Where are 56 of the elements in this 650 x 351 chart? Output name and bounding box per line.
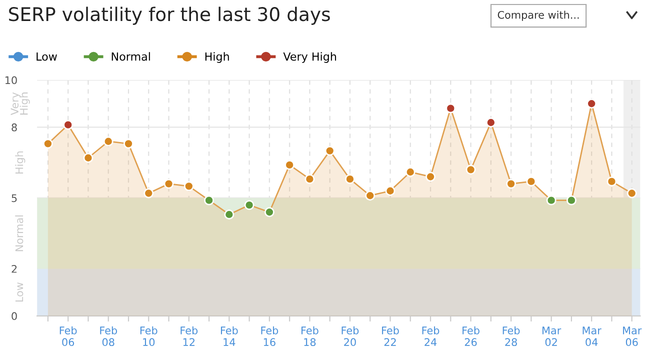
y-tick-label: 8: [12, 123, 17, 132]
point: [144, 188, 154, 198]
x-tick-label: Feb 14: [220, 326, 238, 346]
x-tick-label: Feb 20: [342, 326, 359, 346]
point: [324, 146, 335, 156]
x-tick-label: Mar 02: [542, 326, 562, 346]
point: [264, 207, 274, 218]
point: [63, 120, 74, 130]
legend-label: High: [205, 52, 229, 63]
legend-label: Low: [36, 52, 57, 61]
point: [446, 103, 456, 114]
point: [426, 172, 436, 182]
point: [164, 178, 174, 189]
point: [42, 138, 53, 149]
point: [304, 174, 315, 184]
point: [345, 174, 355, 184]
x-tick-label: Mar 06: [623, 326, 642, 346]
point: [526, 176, 536, 186]
point: [405, 167, 416, 177]
x-tick-label: Feb 06: [60, 326, 77, 346]
point: [486, 118, 496, 128]
x-tick-label: Feb 16: [261, 326, 278, 346]
point: [284, 160, 295, 170]
point: [466, 164, 476, 175]
x-tick-label: Feb 12: [180, 326, 198, 346]
y-tick-label: 5: [12, 194, 17, 202]
point: [385, 186, 396, 196]
point: [506, 178, 516, 189]
point: [586, 98, 597, 109]
legend-label: Normal: [112, 52, 150, 61]
x-tick-label: Feb 08: [100, 326, 118, 346]
point: [546, 195, 556, 206]
x-tick-label: Feb 18: [302, 326, 318, 346]
x-tick-label: Feb 26: [462, 326, 480, 346]
point: [626, 188, 637, 198]
point: [566, 195, 576, 206]
point: [204, 195, 214, 206]
point: [83, 152, 94, 163]
x-tick-label: Mar 04: [582, 326, 602, 346]
point: [244, 200, 254, 210]
x-tick-label: Feb 24: [422, 326, 440, 346]
point: [224, 210, 234, 220]
x-tick-label: Feb 22: [382, 326, 399, 346]
x-tick-label: Feb 10: [140, 326, 158, 346]
point: [184, 181, 194, 192]
point: [103, 136, 114, 146]
point: [365, 190, 376, 201]
x-tick-label: Feb 28: [502, 326, 520, 346]
y-tick-label: 2: [12, 264, 17, 273]
point: [606, 176, 617, 186]
point: [124, 138, 134, 149]
text: Compare with...: [498, 10, 579, 21]
chart-title: SERP volatility for the last 30 days: [9, 6, 330, 25]
legend-label: Very High: [283, 52, 336, 63]
y-tick-label: 0: [12, 312, 17, 320]
y-tick-label: 10: [5, 76, 17, 84]
